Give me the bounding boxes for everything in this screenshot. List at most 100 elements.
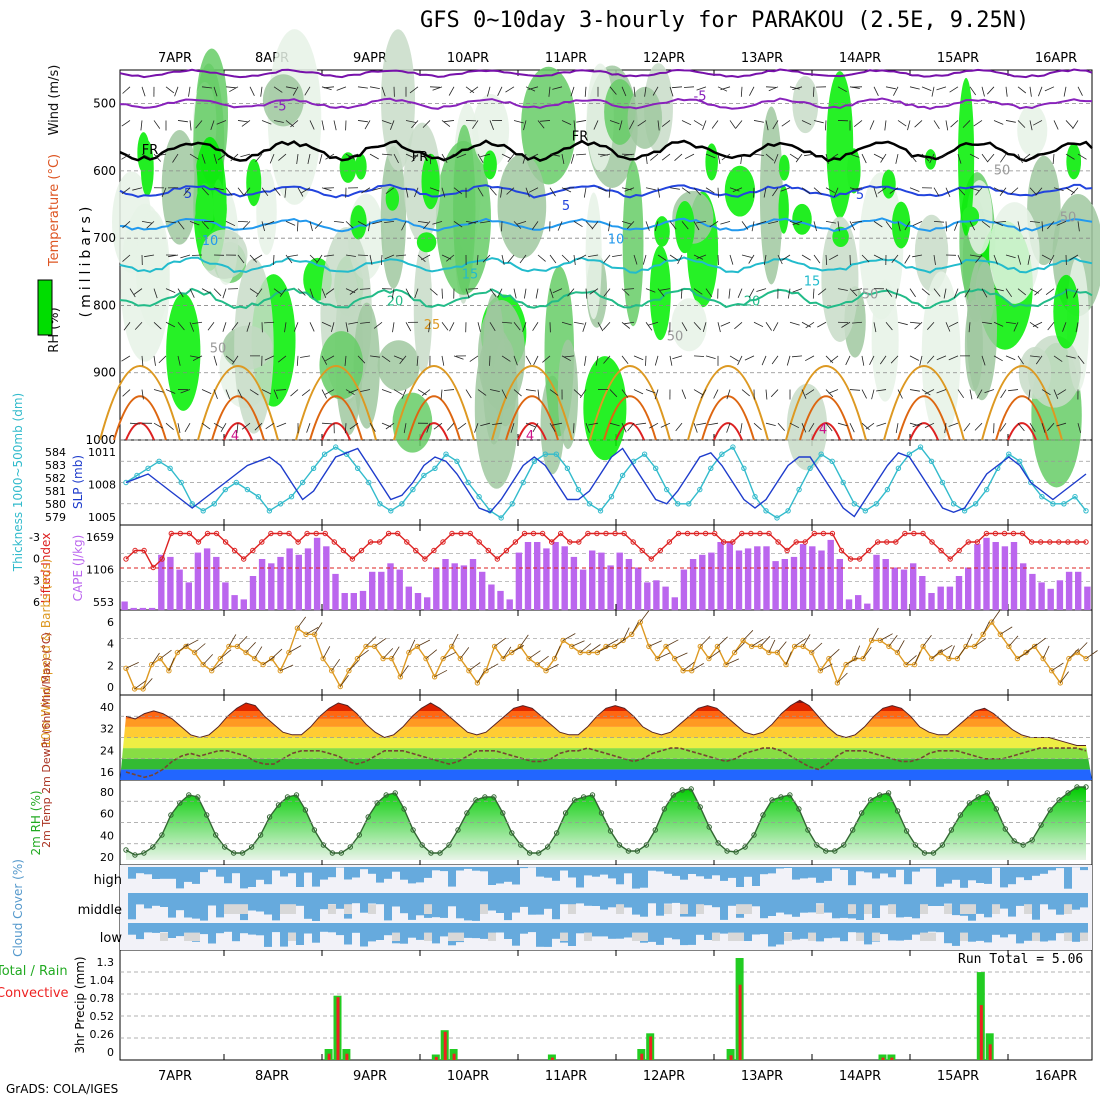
isotherm-label: 15 — [462, 268, 479, 283]
lifted-index-point — [956, 547, 962, 554]
wind-speed-point — [920, 643, 926, 650]
wind-barb — [1065, 120, 1074, 129]
wind-barb — [936, 355, 947, 361]
isotherm-label: 50 — [994, 163, 1011, 178]
rh-point — [1047, 807, 1053, 813]
cloud-bar — [304, 923, 312, 934]
thickness-axis-label: Thickness 1000~500mb (dm) — [11, 393, 25, 572]
wind-barb — [645, 187, 656, 191]
wind-barb — [1029, 187, 1038, 196]
wind-barb — [852, 288, 863, 292]
wind-barb — [480, 220, 491, 224]
wind-speed-point — [611, 643, 618, 650]
wind-speed-point — [457, 655, 463, 662]
thickness-point — [1072, 494, 1078, 500]
wind-barb — [1033, 120, 1043, 126]
wind-barb — [825, 153, 829, 164]
wind-barb — [1057, 389, 1067, 396]
wind-barb — [255, 288, 263, 298]
convective-bar — [988, 1044, 992, 1060]
wind-barb — [325, 288, 335, 295]
wind-barb — [501, 153, 512, 159]
cloud-bar — [736, 867, 744, 887]
wind-barb — [497, 86, 503, 96]
wind-barb — [734, 321, 743, 330]
lifted-index-point — [929, 539, 935, 545]
cape-bar — [341, 593, 348, 610]
cloud-bar — [992, 867, 1000, 868]
wind-barb — [549, 288, 554, 299]
wind-barb — [953, 288, 959, 299]
cloud-bar — [752, 893, 760, 907]
wind-barb — [914, 321, 923, 330]
wind-barb — [789, 321, 800, 326]
cape-bar — [864, 603, 871, 610]
cloud-bar — [200, 923, 208, 935]
wind-speed-point — [706, 655, 712, 662]
cloud-gap — [920, 904, 928, 914]
wind-speed-point — [474, 680, 481, 686]
rh-point — [275, 802, 282, 808]
cloud-bar — [1008, 867, 1016, 885]
rh-blob — [497, 154, 547, 259]
wind-barb — [243, 187, 251, 196]
thickness-point — [752, 494, 758, 500]
rh-point — [984, 790, 990, 796]
wind-barb — [732, 187, 743, 193]
cloud-bar — [328, 867, 336, 878]
cloud-bar — [912, 867, 920, 872]
rh-high-blob — [881, 169, 896, 199]
cloud-bar — [672, 867, 680, 876]
thickness-point — [1083, 508, 1089, 514]
isotherm-minus10 — [119, 68, 1093, 79]
cloud-bar — [888, 893, 896, 911]
cape-bar — [570, 556, 578, 610]
wind-barb — [633, 389, 644, 395]
wind-barb — [792, 220, 803, 226]
cape-bar — [369, 571, 376, 611]
wind-barb — [278, 153, 287, 161]
rh-point — [320, 842, 327, 848]
thickness-point — [123, 479, 129, 486]
cloud-bar — [1008, 923, 1016, 935]
wind-barb — [869, 120, 875, 130]
rh-high-blob — [246, 158, 262, 207]
lifted-index-point — [938, 547, 944, 554]
wind-barb — [321, 389, 327, 399]
wind-barb-10m — [897, 640, 905, 653]
wind-barb — [621, 220, 632, 225]
isotherm-label: 50 — [862, 288, 879, 303]
cape-bar — [277, 556, 284, 610]
wind-barb-10m — [151, 652, 160, 665]
wind-speed-point — [354, 655, 361, 662]
cloud-bar — [392, 893, 400, 907]
wind-barb — [825, 254, 828, 266]
lifted-index-point — [539, 530, 546, 537]
wind-speed-point — [149, 661, 155, 668]
isotherm-35 — [125, 422, 155, 441]
cape-bar — [1065, 571, 1073, 611]
rh-point — [1038, 822, 1044, 828]
lifted-index-point — [404, 539, 410, 545]
wind-barb — [624, 153, 635, 156]
wind-barb — [1005, 355, 1016, 361]
date-label-top: 10APR — [447, 51, 489, 66]
cloud-bar — [832, 923, 840, 938]
rh-point — [598, 810, 605, 816]
wind-barb-10m — [228, 634, 237, 647]
wind-barb — [549, 254, 557, 264]
convective-bar — [979, 1005, 983, 1060]
cloud-bar — [456, 923, 464, 943]
wind-barb — [254, 422, 263, 431]
wind-barb — [177, 221, 185, 230]
pressure-tick-label: 700 — [93, 231, 116, 245]
wind-barb-10m — [357, 649, 369, 659]
wind-barb — [861, 422, 870, 431]
wind-barb-10m — [1068, 648, 1080, 659]
wind-barb — [608, 221, 611, 232]
wind-barb — [121, 153, 131, 160]
wind-barb — [773, 153, 779, 164]
cloud-bar — [864, 923, 872, 945]
wind-barb — [489, 120, 494, 130]
date-label-bottom: 9APR — [353, 1069, 387, 1084]
